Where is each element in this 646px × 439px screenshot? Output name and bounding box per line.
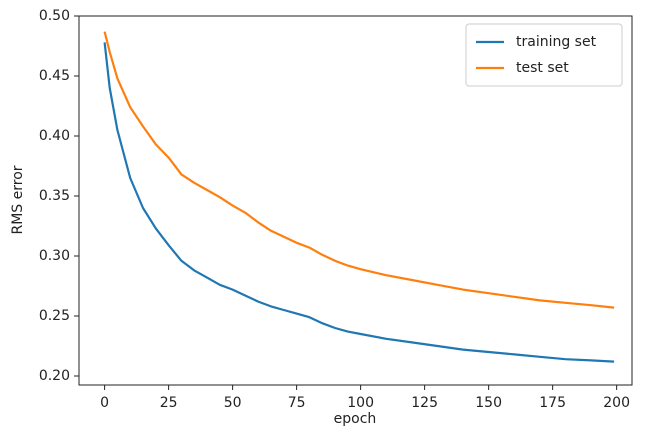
- y-tick-label: 0.40: [39, 128, 70, 144]
- line-series: [103, 31, 615, 309]
- legend-label: test set: [516, 60, 569, 76]
- legend-box: [465, 23, 623, 87]
- x-tick-label: 125: [411, 395, 438, 411]
- x-tick-label: 50: [224, 395, 242, 411]
- x-tick-label: 100: [347, 395, 374, 411]
- y-tick-label: 0.30: [39, 248, 70, 264]
- y-tick-label: 0.50: [39, 8, 70, 24]
- x-tick-label: 0: [100, 395, 109, 411]
- x-tick-label: 75: [288, 395, 306, 411]
- y-tick-label: 0.20: [39, 368, 70, 384]
- x-axis-label: epoch: [334, 411, 377, 427]
- x-tick-label: 150: [475, 395, 502, 411]
- x-tick-label: 175: [539, 395, 566, 411]
- y-tick-label: 0.45: [39, 68, 70, 84]
- y-axis-label: RMS error: [10, 165, 26, 234]
- y-tick-label: 0.25: [39, 308, 70, 324]
- line-series: [103, 42, 615, 363]
- x-tick-label: 200: [603, 395, 630, 411]
- plot-frame: [78, 15, 633, 386]
- legend-label: training set: [516, 34, 597, 50]
- x-tick-label: 25: [160, 395, 178, 411]
- y-tick-label: 0.35: [39, 188, 70, 204]
